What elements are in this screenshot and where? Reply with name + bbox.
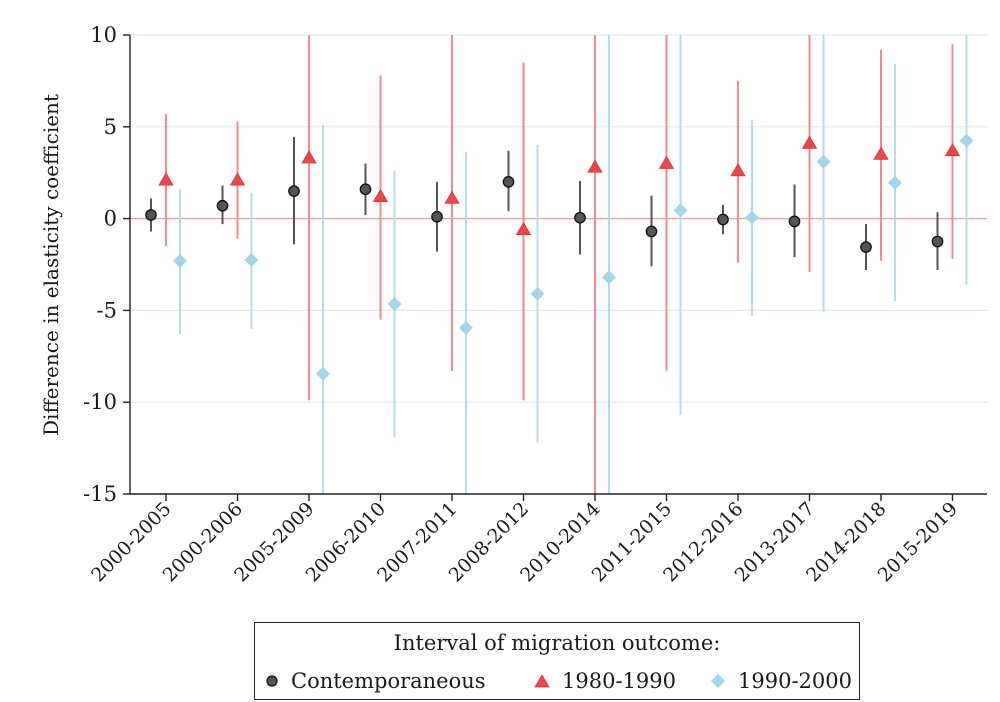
point-1990-2000 xyxy=(387,296,402,311)
point-1990-2000 xyxy=(888,175,902,190)
point-1990-2000 xyxy=(316,366,330,381)
point-contemporaneous xyxy=(502,176,515,188)
circle-marker-icon xyxy=(266,675,278,687)
point-1980-1990 xyxy=(444,190,460,204)
point-contemporaneous xyxy=(431,210,443,223)
point-1990-2000 xyxy=(673,203,688,218)
legend-label: 1990-2000 xyxy=(738,669,852,693)
legend-item-1980-1990: 1980-1990 xyxy=(534,667,676,695)
point-1980-1990 xyxy=(515,221,532,236)
point-1980-1990 xyxy=(801,135,818,149)
point-contemporaneous xyxy=(645,225,658,238)
point-contemporaneous xyxy=(788,215,801,228)
point-1980-1990 xyxy=(229,172,246,186)
point-1990-2000 xyxy=(173,253,187,268)
point-1980-1990 xyxy=(658,155,675,169)
point-1990-2000 xyxy=(816,154,831,169)
y-tick-label: 5 xyxy=(104,115,117,139)
point-1990-2000 xyxy=(244,252,259,267)
legend-items: Contemporaneous 1980-1990 1990-2000 xyxy=(255,667,859,695)
point-contemporaneous xyxy=(860,241,872,253)
y-axis-label: Difference in elasticity coefficient xyxy=(39,94,63,436)
legend-title: Interval of migration outcome: xyxy=(393,631,721,655)
triangle-marker-icon xyxy=(534,674,550,688)
grid-layer xyxy=(130,34,987,403)
legend-label: 1980-1990 xyxy=(562,669,676,693)
legend-item-contemporaneous: Contemporaneous xyxy=(265,667,486,695)
point-contemporaneous xyxy=(359,183,372,196)
y-tick-label: 10 xyxy=(90,23,117,47)
y-tick-label: 0 xyxy=(104,207,117,231)
point-contemporaneous xyxy=(145,209,157,221)
point-1980-1990 xyxy=(158,172,174,186)
point-contemporaneous xyxy=(574,211,586,224)
point-1980-1990 xyxy=(873,146,889,160)
legend: Interval of migration outcome: Contempor… xyxy=(254,622,860,700)
y-tick-label: -10 xyxy=(83,390,117,414)
y-tick-label: -15 xyxy=(83,482,117,506)
point-1990-2000 xyxy=(530,286,545,301)
point-contemporaneous xyxy=(717,213,729,226)
point-contemporaneous xyxy=(216,199,229,212)
y-tick-label: -5 xyxy=(97,298,117,322)
point-1990-2000 xyxy=(602,270,616,285)
point-1980-1990 xyxy=(301,150,317,164)
point-1980-1990 xyxy=(730,163,746,177)
axes: 1050-5-10-152000-20052000-20062005-20092… xyxy=(83,23,987,586)
diamond-marker-icon xyxy=(711,674,725,688)
point-1980-1990 xyxy=(587,159,603,173)
point-1980-1990 xyxy=(372,188,389,202)
point-1980-1990 xyxy=(944,142,961,157)
point-1990-2000 xyxy=(459,320,473,335)
point-1990-2000 xyxy=(745,210,759,225)
legend-label: Contemporaneous xyxy=(291,669,486,693)
point-estimates xyxy=(145,133,974,381)
point-1990-2000 xyxy=(959,133,974,148)
point-contemporaneous xyxy=(288,185,300,197)
point-contemporaneous xyxy=(931,235,944,248)
legend-item-1990-2000: 1990-2000 xyxy=(710,667,852,695)
confidence-intervals xyxy=(150,35,968,494)
